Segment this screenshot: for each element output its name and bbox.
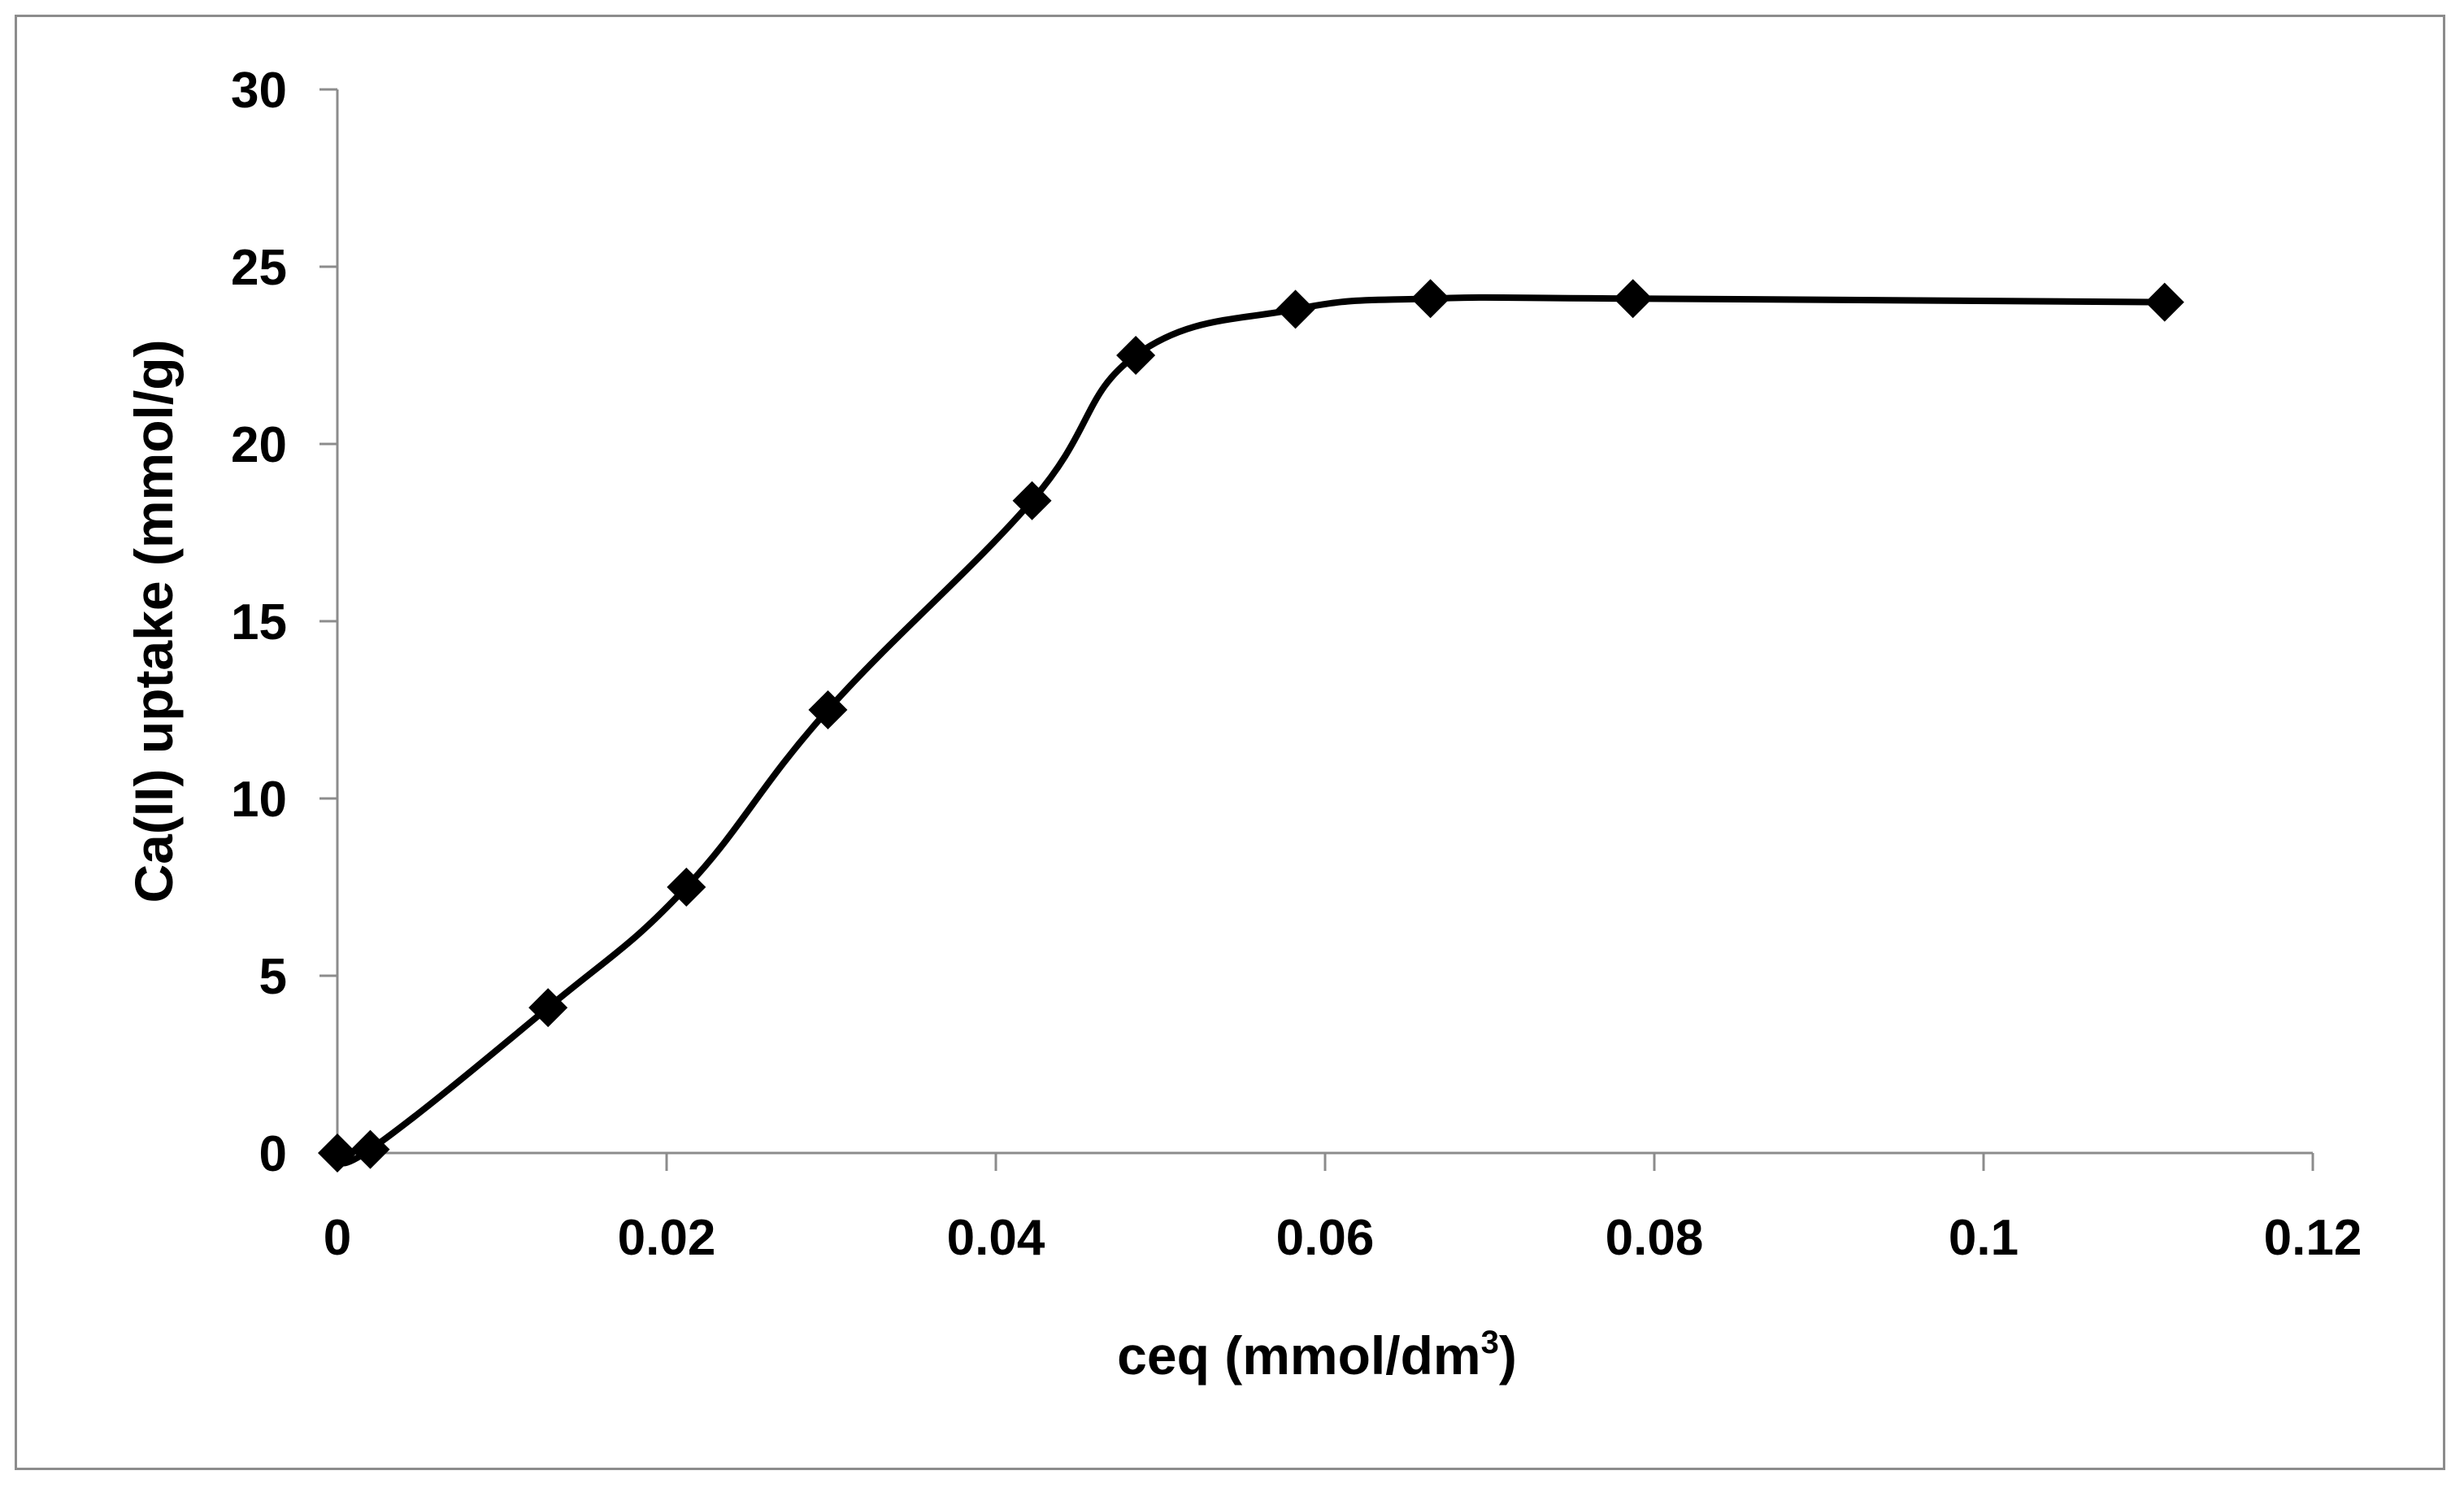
x-tick-label: 0.08 — [1606, 1210, 1704, 1266]
x-ticks: 0 0.02 0.04 0.06 0.08 0.1 0.12 — [324, 1153, 2362, 1266]
x-axis-title: ceq (mmol/dm3) — [1117, 1325, 1517, 1386]
y-tick-label: 15 — [231, 594, 287, 650]
x-tick-label: 0.02 — [618, 1210, 716, 1266]
x-axis-title-superscript: 3 — [1481, 1325, 1499, 1360]
y-tick-label: 25 — [231, 240, 287, 296]
data-point-marker — [667, 868, 706, 907]
data-point-marker — [528, 988, 568, 1028]
x-tick-label: 0.12 — [2264, 1210, 2362, 1266]
x-tick-label: 0 — [324, 1210, 351, 1266]
chart-frame — [15, 15, 2445, 1470]
x-tick-label: 0.06 — [1276, 1210, 1375, 1266]
x-axis-title-end: ) — [1499, 1325, 1517, 1386]
x-tick-label: 0.04 — [947, 1210, 1045, 1266]
data-point-marker — [1012, 481, 1052, 520]
y-tick-label: 30 — [231, 63, 287, 119]
x-axis-title-main: ceq (mmol/dm — [1117, 1325, 1480, 1386]
y-tick-label: 20 — [231, 417, 287, 473]
data-point-marker — [1275, 289, 1315, 329]
data-point-marker — [1116, 336, 1156, 375]
y-ticks: 0 5 10 15 20 25 30 — [231, 63, 337, 1182]
x-tick-label: 0.1 — [1949, 1210, 2019, 1266]
data-point-marker — [1613, 279, 1653, 319]
data-point-marker — [350, 1129, 390, 1169]
data-point-marker — [318, 1133, 357, 1173]
series-layer — [318, 279, 2184, 1173]
y-tick-label: 5 — [259, 949, 287, 1005]
y-axis-title: Ca(II) uptake (mmol/g) — [124, 339, 184, 903]
axes-layer — [336, 89, 2313, 1155]
y-tick-label: 0 — [259, 1126, 287, 1182]
data-point-marker — [1410, 279, 1450, 319]
series-line — [335, 294, 2165, 1167]
data-point-marker — [2145, 282, 2184, 322]
data-point-marker — [808, 690, 848, 729]
y-tick-label: 10 — [231, 772, 287, 828]
